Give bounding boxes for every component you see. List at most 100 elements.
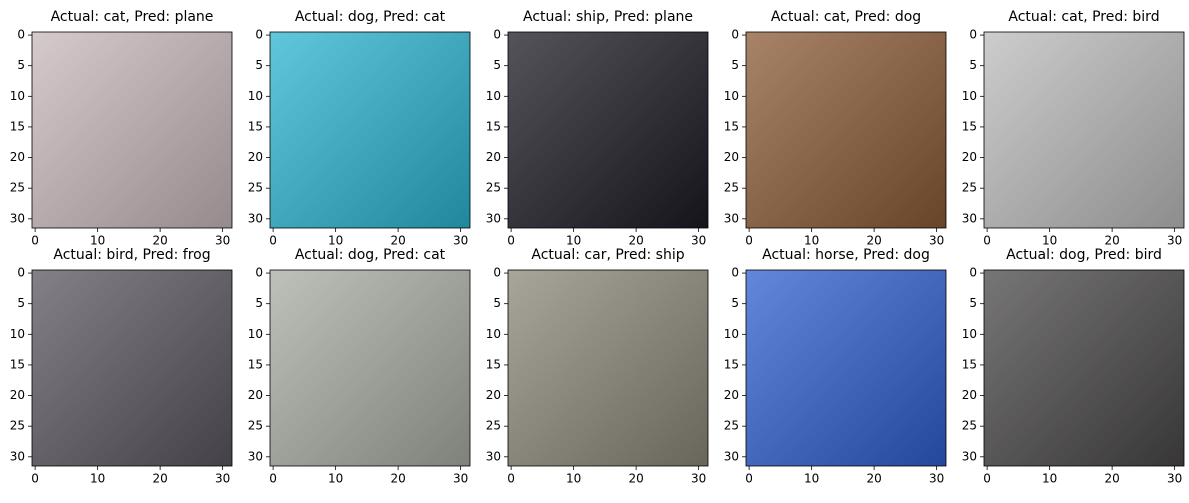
panel-title: Actual: dog, Pred: bird <box>1006 247 1162 263</box>
y-tick-label: 5 <box>969 296 977 310</box>
axes-frame <box>983 269 1185 467</box>
image-shading <box>270 270 470 466</box>
image-shading <box>984 270 1184 466</box>
y-tick-label: 20 <box>962 150 977 164</box>
image-shading <box>746 270 946 466</box>
panel-title: Actual: cat, Pred: bird <box>1008 9 1159 25</box>
panel-title: Actual: dog, Pred: cat <box>295 9 446 25</box>
y-tick-label: 10 <box>724 327 739 341</box>
x-tick-label: 20 <box>152 472 167 486</box>
y-tick-label: 10 <box>10 327 25 341</box>
x-tick-label: 10 <box>804 234 819 248</box>
x-tick-label: 0 <box>507 234 515 248</box>
panel-title: Actual: cat, Pred: dog <box>771 9 921 25</box>
y-tick-label: 5 <box>17 296 25 310</box>
x-tick-label: 10 <box>804 472 819 486</box>
y-tick-label: 0 <box>255 266 263 280</box>
y-tick-label: 0 <box>969 28 977 42</box>
x-tick-label: 20 <box>152 234 167 248</box>
y-tick-label: 10 <box>486 89 501 103</box>
x-tick-label: 30 <box>215 234 230 248</box>
x-tick-label: 20 <box>628 472 643 486</box>
y-tick-label: 30 <box>962 211 977 225</box>
image-shading <box>984 32 1184 228</box>
y-tick-label: 30 <box>248 449 263 463</box>
x-tick-label: 0 <box>269 472 277 486</box>
y-tick-label: 10 <box>10 89 25 103</box>
y-tick-label: 25 <box>486 181 501 195</box>
y-tick-label: 0 <box>17 266 25 280</box>
x-tick-label: 20 <box>1104 472 1119 486</box>
y-tick-label: 25 <box>962 419 977 433</box>
x-tick-label: 30 <box>453 234 468 248</box>
x-tick-label: 0 <box>31 234 39 248</box>
x-tick-label: 0 <box>31 472 39 486</box>
y-tick-label: 30 <box>10 211 25 225</box>
y-tick-label: 15 <box>724 357 739 371</box>
y-tick-label: 5 <box>17 58 25 72</box>
panel-title: Actual: horse, Pred: dog <box>762 247 930 263</box>
x-tick-label: 10 <box>566 234 581 248</box>
x-tick-label: 30 <box>929 472 944 486</box>
y-tick-label: 5 <box>731 296 739 310</box>
x-tick-label: 30 <box>691 234 706 248</box>
y-tick-label: 30 <box>486 211 501 225</box>
x-tick-label: 0 <box>983 472 991 486</box>
y-tick-label: 25 <box>248 419 263 433</box>
y-tick-label: 10 <box>962 327 977 341</box>
y-tick-label: 20 <box>248 150 263 164</box>
x-tick-label: 20 <box>866 234 881 248</box>
axes-frame <box>507 269 709 467</box>
axes-frame <box>269 269 471 467</box>
y-tick-label: 0 <box>493 266 501 280</box>
y-tick-label: 20 <box>962 388 977 402</box>
y-tick-label: 0 <box>731 28 739 42</box>
y-tick-label: 0 <box>969 266 977 280</box>
y-tick-label: 25 <box>962 181 977 195</box>
image-shading <box>508 32 708 228</box>
image-shading <box>32 32 232 228</box>
y-tick-label: 30 <box>248 211 263 225</box>
image-shading <box>746 32 946 228</box>
y-tick-label: 15 <box>486 357 501 371</box>
y-tick-label: 10 <box>248 327 263 341</box>
axes-frame <box>983 31 1185 229</box>
y-tick-label: 25 <box>10 419 25 433</box>
y-tick-label: 5 <box>493 296 501 310</box>
x-tick-label: 30 <box>215 472 230 486</box>
axes-frame <box>31 269 233 467</box>
y-tick-label: 25 <box>248 181 263 195</box>
x-tick-label: 10 <box>328 234 343 248</box>
y-tick-label: 30 <box>486 449 501 463</box>
panel-title: Actual: ship, Pred: plane <box>523 9 693 25</box>
y-tick-label: 15 <box>724 119 739 133</box>
y-tick-label: 15 <box>962 357 977 371</box>
panel-title: Actual: car, Pred: ship <box>531 247 684 263</box>
axes-frame <box>269 31 471 229</box>
y-tick-label: 10 <box>962 89 977 103</box>
x-tick-label: 10 <box>566 472 581 486</box>
axes-frame <box>745 31 947 229</box>
y-tick-label: 25 <box>724 181 739 195</box>
y-tick-label: 5 <box>255 296 263 310</box>
x-tick-label: 10 <box>328 472 343 486</box>
y-tick-label: 10 <box>486 327 501 341</box>
x-tick-label: 30 <box>691 472 706 486</box>
panel-title: Actual: bird, Pred: frog <box>53 247 210 263</box>
x-tick-label: 20 <box>1104 234 1119 248</box>
x-tick-label: 30 <box>453 472 468 486</box>
y-tick-label: 25 <box>486 419 501 433</box>
x-tick-label: 30 <box>1167 234 1182 248</box>
image-shading <box>508 270 708 466</box>
x-tick-label: 0 <box>269 234 277 248</box>
y-tick-label: 20 <box>724 388 739 402</box>
y-tick-label: 5 <box>255 58 263 72</box>
y-tick-label: 30 <box>962 449 977 463</box>
y-tick-label: 15 <box>10 119 25 133</box>
y-tick-label: 5 <box>731 58 739 72</box>
y-tick-label: 20 <box>248 388 263 402</box>
x-tick-label: 10 <box>1042 472 1057 486</box>
y-tick-label: 20 <box>10 388 25 402</box>
panel-title: Actual: cat, Pred: plane <box>51 9 214 25</box>
y-tick-label: 0 <box>493 28 501 42</box>
